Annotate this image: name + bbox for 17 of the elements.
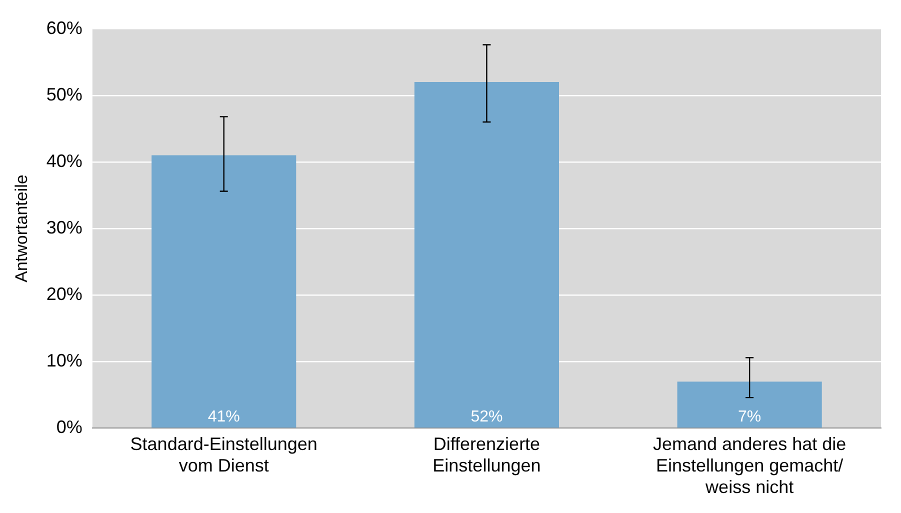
- bar: [414, 82, 559, 428]
- y-tick-label: 40%: [46, 150, 82, 171]
- data-label: 41%: [208, 408, 240, 426]
- y-tick-label: 50%: [46, 84, 82, 104]
- y-tick-label: 0%: [56, 417, 82, 438]
- x-tick-label: Differenzierte Einstellungen: [432, 434, 541, 476]
- y-tick-label: 30%: [46, 217, 82, 238]
- y-tick-label: 20%: [46, 284, 82, 304]
- y-axis-title: Antwortanteile: [12, 174, 31, 282]
- bar: [152, 155, 296, 428]
- x-tick-label: Jemand anderes hat die Einstellungen gemacht/ weiss nicht: [653, 434, 846, 498]
- data-label: 7%: [738, 408, 762, 426]
- y-tick-label: 10%: [46, 350, 82, 371]
- bar: [677, 382, 822, 428]
- y-tick-label: 60%: [46, 18, 82, 38]
- data-label: 52%: [470, 408, 503, 426]
- x-tick-label: Standard-Einstellungen vom Dienst: [130, 434, 318, 476]
